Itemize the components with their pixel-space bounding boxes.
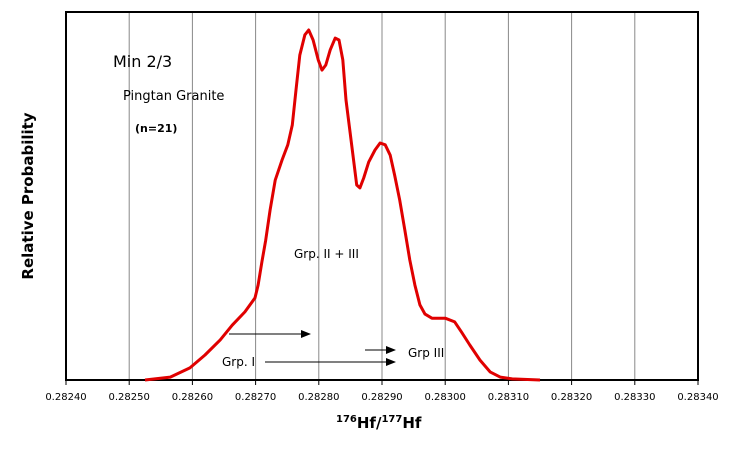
x-tick-label: 0.28300 xyxy=(425,392,466,403)
y-axis-label: Relative Probability xyxy=(19,112,37,279)
sample-count: (n=21) xyxy=(135,122,177,135)
x-tick-label: 0.28290 xyxy=(361,392,402,403)
x-tick-label: 0.28260 xyxy=(172,392,213,403)
chart-subtitle: Pingtan Granite xyxy=(123,89,224,104)
annotation-grp-iii: Grp III xyxy=(408,346,444,360)
x-tick-label: 0.28280 xyxy=(298,392,339,403)
annotation-grp-ii-iii: Grp. II + III xyxy=(294,247,359,261)
probability-curve xyxy=(144,28,541,382)
annotation-grp-i: Grp. I xyxy=(222,355,255,369)
x-tick-label: 0.28270 xyxy=(235,392,276,403)
gridlines xyxy=(128,12,636,380)
x-tick-label: 0.28240 xyxy=(45,392,86,403)
x-axis: 0.28240 0.28250 0.28260 0.28270 0.28280 0.282… xyxy=(45,380,719,403)
x-tick-label: 0.28330 xyxy=(614,392,655,403)
x-tick-label: 0.28310 xyxy=(488,392,529,403)
x-tick-label: 0.28320 xyxy=(551,392,592,403)
x-axis-label: 176Hf/177Hf xyxy=(336,414,422,432)
x-tick-label: 0.28250 xyxy=(109,392,150,403)
x-tick-label: 0.28340 xyxy=(677,392,718,403)
chart-title: Min 2/3 xyxy=(113,52,172,71)
